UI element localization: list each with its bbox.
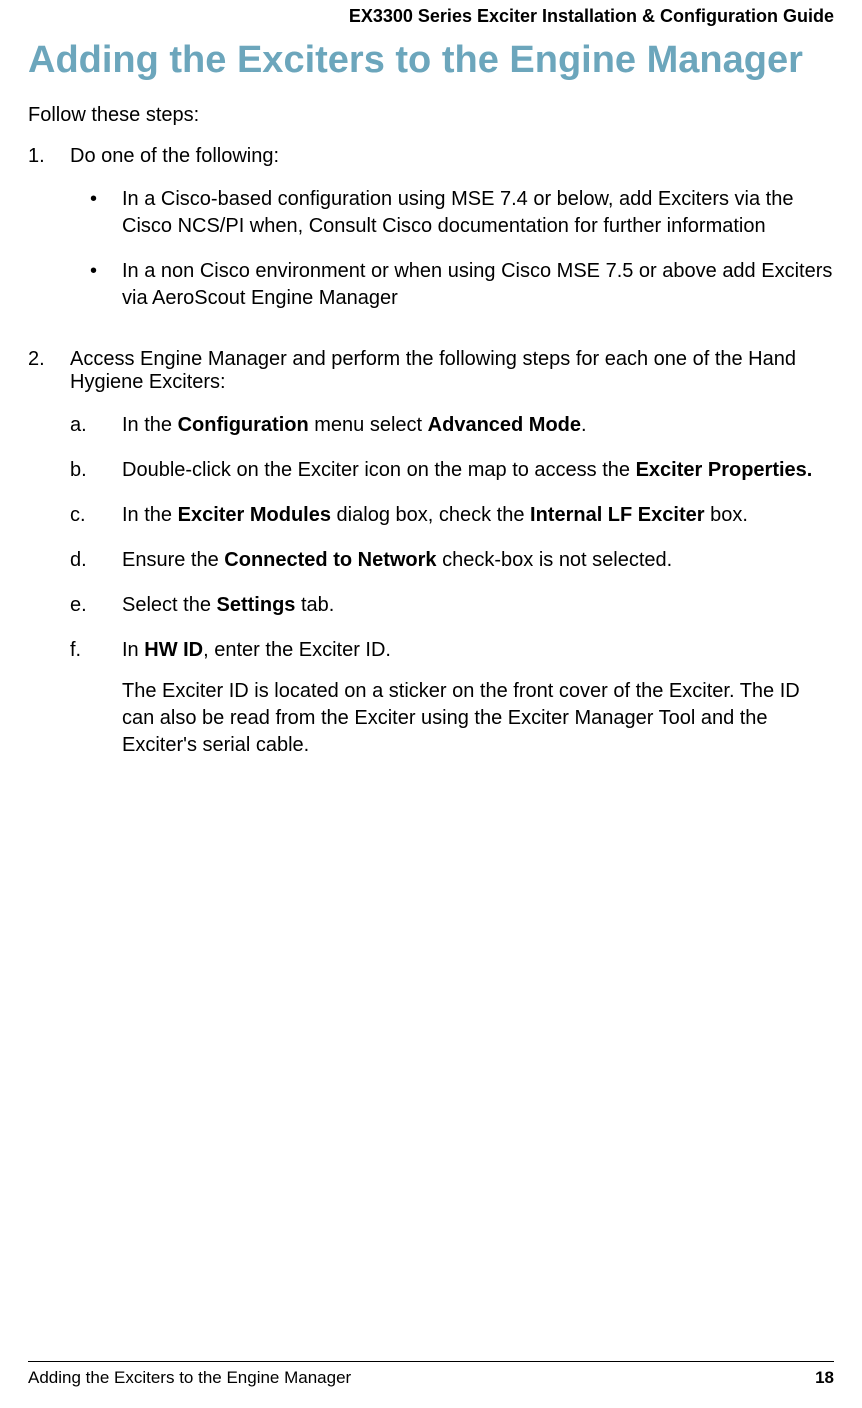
bold-term: Advanced Mode bbox=[428, 414, 581, 436]
bullet-text: In a Cisco-based configuration using MSE… bbox=[122, 186, 834, 240]
bold-term: Exciter Modules bbox=[178, 504, 331, 526]
text-post: box. bbox=[705, 504, 748, 526]
text-post: tab. bbox=[295, 594, 334, 616]
letter-content: In the Configuration menu select Advance… bbox=[122, 412, 834, 439]
footer-section-title: Adding the Exciters to the Engine Manage… bbox=[28, 1368, 351, 1388]
bullet-text: In a non Cisco environment or when using… bbox=[122, 258, 834, 312]
intro-paragraph: Follow these steps: bbox=[28, 104, 834, 127]
step-1: 1. Do one of the following: • In a Cisco… bbox=[28, 145, 834, 330]
letter-content: In the Exciter Modules dialog box, check… bbox=[122, 502, 834, 529]
letter-marker: c. bbox=[70, 502, 122, 529]
text-post: check-box is not selected. bbox=[437, 549, 673, 571]
bold-term: Internal LF Exciter bbox=[530, 504, 705, 526]
text-pre: Select the bbox=[122, 594, 217, 616]
bullet-list: • In a Cisco-based configuration using M… bbox=[70, 186, 834, 312]
letter-content: Ensure the Connected to Network check-bo… bbox=[122, 547, 834, 574]
numbered-steps-list: 1. Do one of the following: • In a Cisco… bbox=[28, 145, 834, 777]
letter-marker: e. bbox=[70, 592, 122, 619]
step-marker: 2. bbox=[28, 348, 70, 777]
text-mid: menu select bbox=[309, 414, 428, 436]
page-footer: Adding the Exciters to the Engine Manage… bbox=[28, 1361, 834, 1388]
substep-e: e. Select the Settings tab. bbox=[70, 592, 834, 619]
text-pre: In the bbox=[122, 414, 178, 436]
step-2-text: Access Engine Manager and perform the fo… bbox=[70, 348, 796, 393]
text-mid: dialog box, check the bbox=[331, 504, 530, 526]
step-content: Do one of the following: • In a Cisco-ba… bbox=[70, 145, 834, 330]
text-post: . bbox=[581, 414, 587, 436]
letter-marker: b. bbox=[70, 457, 122, 484]
step-1-text: Do one of the following: bbox=[70, 145, 279, 167]
bold-term: Connected to Network bbox=[224, 549, 436, 571]
substep-f: f. In HW ID, enter the Exciter ID. The E… bbox=[70, 637, 834, 759]
letter-content: Double-click on the Exciter icon on the … bbox=[122, 457, 834, 484]
bold-term: HW ID bbox=[144, 639, 203, 661]
step-2: 2. Access Engine Manager and perform the… bbox=[28, 348, 834, 777]
bullet-marker: • bbox=[70, 186, 122, 240]
bullet-item-2: • In a non Cisco environment or when usi… bbox=[70, 258, 834, 312]
substep-d: d. Ensure the Connected to Network check… bbox=[70, 547, 834, 574]
sub-paragraph: The Exciter ID is located on a sticker o… bbox=[122, 678, 834, 759]
letter-marker: a. bbox=[70, 412, 122, 439]
bullet-marker: • bbox=[70, 258, 122, 312]
text-pre: Double-click on the Exciter icon on the … bbox=[122, 459, 636, 481]
bold-term: Configuration bbox=[178, 414, 309, 436]
document-header: EX3300 Series Exciter Installation & Con… bbox=[28, 0, 834, 39]
step-marker: 1. bbox=[28, 145, 70, 330]
text-pre: In bbox=[122, 639, 144, 661]
bullet-item-1: • In a Cisco-based configuration using M… bbox=[70, 186, 834, 240]
text-pre: In the bbox=[122, 504, 178, 526]
letter-marker: d. bbox=[70, 547, 122, 574]
main-heading: Adding the Exciters to the Engine Manage… bbox=[28, 39, 834, 82]
letter-marker: f. bbox=[70, 637, 122, 759]
lettered-list: a. In the Configuration menu select Adva… bbox=[70, 412, 834, 759]
letter-content: Select the Settings tab. bbox=[122, 592, 834, 619]
substep-c: c. In the Exciter Modules dialog box, ch… bbox=[70, 502, 834, 529]
bold-term: Settings bbox=[217, 594, 296, 616]
letter-content: In HW ID, enter the Exciter ID. The Exci… bbox=[122, 637, 834, 759]
substep-b: b. Double-click on the Exciter icon on t… bbox=[70, 457, 834, 484]
bold-term: Exciter Properties. bbox=[636, 459, 813, 481]
page-number: 18 bbox=[815, 1368, 834, 1388]
text-pre: Ensure the bbox=[122, 549, 224, 571]
step-content: Access Engine Manager and perform the fo… bbox=[70, 348, 834, 777]
substep-a: a. In the Configuration menu select Adva… bbox=[70, 412, 834, 439]
text-post: , enter the Exciter ID. bbox=[203, 639, 391, 661]
